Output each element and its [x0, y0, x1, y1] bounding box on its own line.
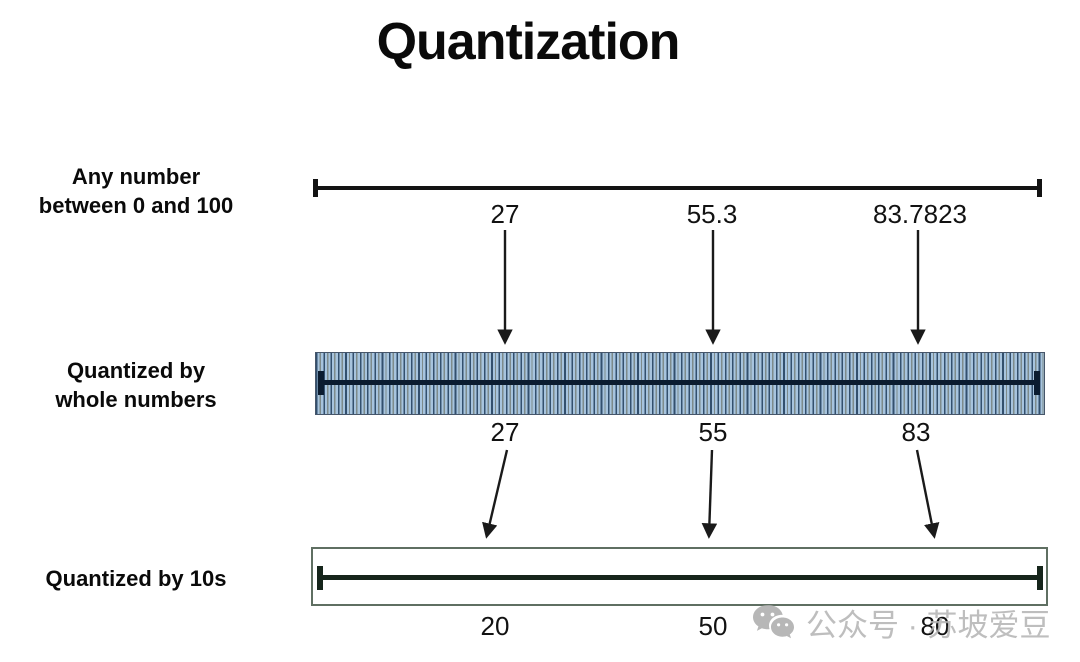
whole-numbers-line-left-cap [318, 371, 324, 395]
tens-bar [311, 547, 1048, 606]
tens-line-left-cap [317, 566, 323, 590]
whole-row-label-line1: Quantized by [66, 358, 206, 383]
analog-row-label: Any number between 0 and 100 [10, 162, 262, 220]
analog-value-27: 27 [490, 199, 520, 229]
analog-row-label-line1: Any number [71, 164, 201, 189]
arrow-83-to-tens [915, 449, 940, 539]
analog-number-line [313, 186, 1042, 190]
analog-line-left-cap [313, 179, 318, 197]
wechat-icon [753, 604, 794, 638]
whole-value-27: 27 [490, 417, 520, 447]
whole-value-83: 83 [901, 417, 931, 447]
tens-axis-line [317, 575, 1043, 580]
arrow-27-to-tens [482, 449, 509, 539]
analog-value-55-3: 55.3 [686, 199, 738, 229]
watermark: 公众号 · 苏坡爱豆 [750, 600, 1051, 645]
tens-row-label: Quantized by 10s [45, 566, 227, 591]
whole-numbers-line-right-cap [1034, 371, 1040, 395]
page-title: Quantization [376, 13, 681, 71]
tens-value-80: 80 [920, 611, 950, 641]
tens-value-20: 20 [480, 611, 510, 641]
whole-row-label-line2: whole numbers [55, 387, 217, 412]
tens-line-right-cap [1037, 566, 1043, 590]
analog-line-right-cap [1037, 179, 1042, 197]
whole-numbers-axis-line [318, 380, 1040, 385]
tens-value-50: 50 [698, 611, 728, 641]
analog-value-83-7823: 83.7823 [873, 199, 967, 229]
whole-value-55: 55 [698, 417, 728, 447]
whole-row-label: Quantized by whole numbers [10, 356, 262, 414]
arrow-55-to-tens [701, 449, 718, 539]
watermark-text: 公众号 · 苏坡爱豆 [806, 608, 1051, 643]
analog-row-label-line2: between 0 and 100 [38, 193, 234, 218]
